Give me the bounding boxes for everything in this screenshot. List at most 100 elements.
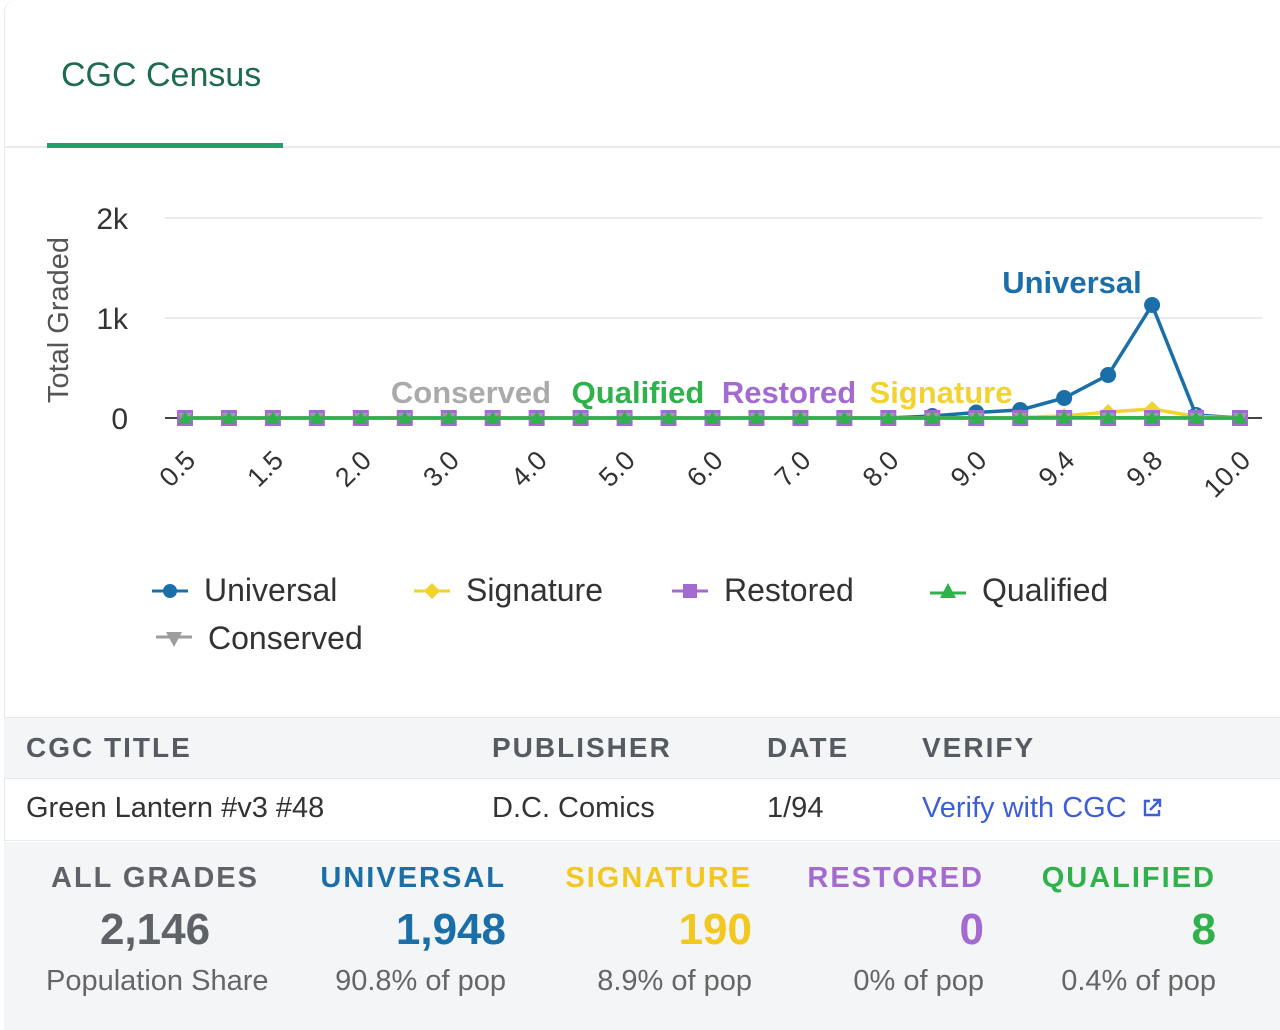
y-tick-label: 0 (111, 403, 128, 436)
x-tick-label: 6.0 (681, 445, 729, 493)
series-label-signature: Signature (870, 375, 1013, 410)
series-label-restored: Restored (722, 375, 856, 410)
data-point-qualified (309, 411, 324, 424)
x-tick-label: 10.0 (1198, 445, 1256, 503)
stat-universal-sub: 90.8% of pop (335, 965, 506, 997)
x-tick-label: 9.8 (1121, 445, 1169, 493)
data-point-qualified (837, 411, 852, 424)
y-axis-label: Total Graded (43, 237, 75, 403)
cell-publisher: D.C. Comics (492, 792, 655, 824)
data-point-qualified (1013, 411, 1028, 424)
legend-item-universal[interactable]: Universal (150, 572, 337, 609)
x-tick-label: 9.0 (945, 445, 993, 493)
external-link-icon (1143, 798, 1161, 817)
data-point-qualified (925, 411, 940, 424)
legend-label-universal: Universal (204, 572, 338, 608)
data-point-qualified (178, 411, 192, 424)
data-point-universal (1056, 390, 1073, 406)
data-point-universal (1144, 297, 1161, 313)
census-line-chart: 0 1k 2k Total Graded 0.5 1.5 2.0 3.0 4.0 5.0 6.0 7.… (43, 203, 1262, 503)
stat-all-grades-sub: Population Share (46, 965, 269, 997)
y-tick-label: 2k (96, 203, 129, 236)
triangle-marker-icon (930, 582, 966, 598)
x-tick-label: 5.0 (593, 445, 641, 493)
cell-date: 1/94 (767, 792, 824, 824)
stat-all-grades: ALL GRADES 2,146 Population Share (46, 862, 269, 998)
stat-qualified: QUALIFIED 8 0.4% of pop (1004, 862, 1216, 998)
data-point-qualified (1101, 410, 1116, 424)
series-line-universal (185, 301, 1241, 420)
data-point-qualified (485, 411, 500, 424)
data-point-qualified (705, 411, 720, 424)
data-point-qualified (1145, 410, 1160, 424)
tab-cgc-census[interactable]: CGC Census (47, 56, 283, 148)
data-point-qualified (397, 411, 412, 424)
stat-all-grades-key: ALL GRADES (51, 862, 259, 894)
x-tick-label: 8.0 (857, 445, 905, 493)
stat-qualified-sub: 0.4% of pop (1061, 965, 1216, 997)
tab-bar: CGC Census (5, 0, 1280, 148)
circle-marker-icon (152, 583, 188, 598)
stat-qualified-key: QUALIFIED (1041, 862, 1216, 894)
data-point-qualified (1057, 410, 1072, 424)
stat-universal-key: UNIVERSAL (320, 862, 506, 894)
x-tick-label: 2.0 (329, 445, 377, 493)
diamond-marker-icon (414, 582, 450, 599)
data-point-qualified (749, 411, 764, 424)
legend-label-restored: Restored (724, 572, 854, 608)
stat-signature-value: 190 (678, 905, 752, 954)
header-publisher: PUBLISHER (492, 732, 672, 763)
stat-signature-key: SIGNATURE (565, 862, 752, 894)
legend-item-restored[interactable]: Restored (670, 572, 854, 609)
data-point-qualified (441, 411, 456, 424)
stat-restored-key: RESTORED (807, 862, 984, 894)
stat-universal-value: 1,948 (395, 905, 506, 954)
legend-label-conserved: Conserved (208, 620, 363, 656)
x-tick-label: 1.5 (241, 445, 289, 493)
data-point-universal (1100, 367, 1117, 383)
table-row: Green Lantern #v3 #48 D.C. Comics 1/94 V… (4, 778, 1280, 841)
data-point-qualified (1189, 411, 1204, 424)
stat-all-grades-value: 2,146 (99, 905, 211, 954)
legend-label-signature: Signature (466, 572, 603, 608)
series-label-universal: Universal (1002, 265, 1142, 300)
triangle-down-marker-icon (156, 631, 192, 647)
series-label-conserved: Conserved (391, 375, 551, 410)
stat-restored-sub: 0% of pop (853, 965, 984, 997)
census-stats-bar: ALL GRADES 2,146 Population Share UNIVER… (4, 842, 1280, 1030)
verify-link-label: Verify with CGC (922, 792, 1127, 824)
cell-title: Green Lantern #v3 #48 (26, 792, 325, 824)
y-tick-label: 1k (96, 303, 129, 336)
legend-item-conserved[interactable]: Conserved (154, 620, 363, 657)
stat-restored: RESTORED 0 0% of pop (774, 862, 984, 998)
data-point-qualified (353, 411, 368, 424)
data-point-qualified (221, 411, 236, 424)
data-point-qualified (969, 411, 984, 424)
data-point-qualified (265, 411, 280, 424)
stat-qualified-value: 8 (1191, 905, 1216, 954)
header-date: DATE (767, 732, 850, 763)
tab-cgc-census-label: CGC Census (61, 56, 262, 94)
data-point-qualified (573, 411, 588, 424)
data-point-qualified (617, 411, 632, 424)
data-point-qualified (881, 411, 896, 424)
data-point-qualified (793, 411, 808, 424)
verify-with-cgc-link[interactable]: Verify with CGC (922, 792, 1163, 825)
stat-universal: UNIVERSAL 1,948 90.8% of pop (284, 862, 506, 998)
active-tab-indicator (47, 143, 283, 148)
stat-signature: SIGNATURE 190 8.9% of pop (534, 862, 752, 998)
legend-label-qualified: Qualified (982, 572, 1109, 608)
stat-signature-sub: 8.9% of pop (597, 965, 752, 997)
census-table-header: CGC TITLE PUBLISHER DATE VERIFY (4, 717, 1280, 779)
legend-item-qualified[interactable]: Qualified (928, 572, 1108, 609)
legend-item-signature[interactable]: Signature (412, 572, 603, 609)
x-tick-label: 9.4 (1033, 445, 1081, 493)
data-point-qualified (529, 411, 544, 424)
x-tick-label: 3.0 (417, 445, 465, 493)
x-tick-label: 7.0 (769, 445, 817, 493)
x-tick-label: 0.5 (153, 445, 201, 493)
x-tick-label: 4.0 (505, 445, 553, 493)
stat-restored-value: 0 (959, 905, 984, 954)
data-point-qualified (661, 411, 676, 424)
square-marker-icon (672, 583, 708, 598)
